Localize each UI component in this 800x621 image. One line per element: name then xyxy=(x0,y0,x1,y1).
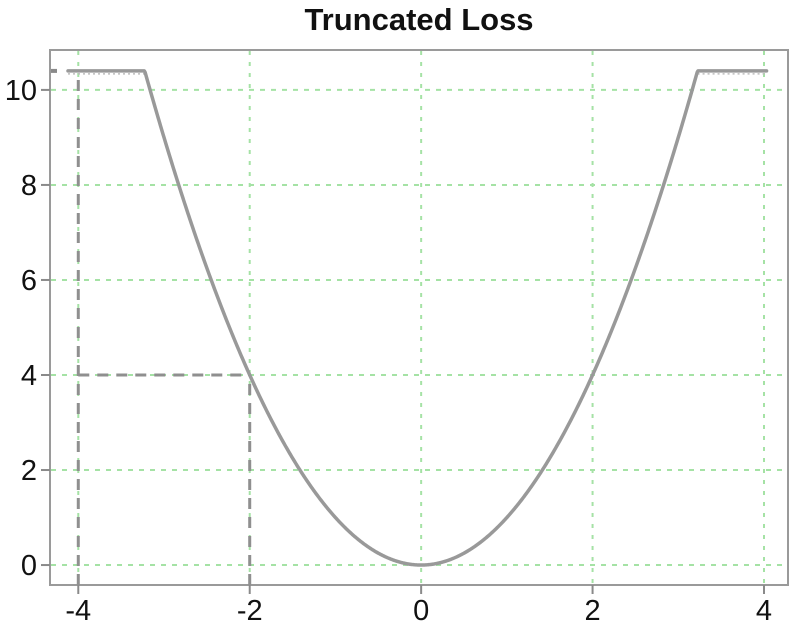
chart-title: Truncated Loss xyxy=(304,2,534,37)
y-tick-label: 2 xyxy=(21,455,37,487)
y-tick-label: 8 xyxy=(21,170,37,202)
x-tick-label: 0 xyxy=(413,595,429,621)
y-tick-label: 6 xyxy=(21,265,37,297)
x-tick-label: 4 xyxy=(756,595,772,621)
plot-border xyxy=(49,49,789,586)
x-tick-label: 2 xyxy=(585,595,601,621)
x-tick-label: -2 xyxy=(237,595,263,621)
y-tick-label: 0 xyxy=(21,550,37,582)
x-tick-label: -4 xyxy=(65,595,91,621)
y-tick-label: 10 xyxy=(5,75,37,107)
loss-curve xyxy=(66,69,769,567)
y-tick-label: 4 xyxy=(21,360,37,392)
